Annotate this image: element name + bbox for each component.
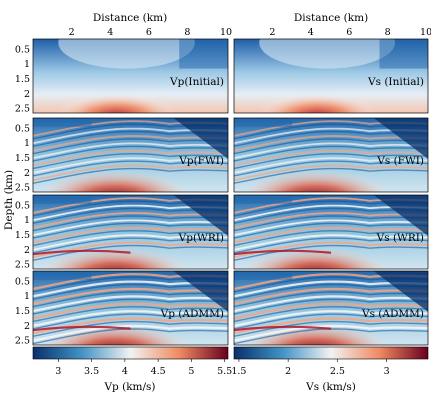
depth-tick-label: 2.5 xyxy=(15,336,30,347)
distance-tick-label: 2 xyxy=(69,27,75,38)
colorbar-tick-label: 3 xyxy=(384,366,390,377)
colorbar-vp: 3 3.5 4 4.5 5 5.5 Vp (km/s) xyxy=(32,346,232,393)
depth-tick-label: 2 xyxy=(24,168,30,179)
model-panel: Vs (ADMM) xyxy=(233,270,429,346)
colorbar-tick-label: 2 xyxy=(285,366,291,377)
depth-tick-label: 2 xyxy=(24,245,30,256)
model-panel: Vp (ADMM) xyxy=(32,270,229,346)
model-panel: Vp(Initial) xyxy=(32,38,229,114)
depth-tick-label: 1.5 xyxy=(15,230,30,241)
colorbar-tick-label: 1.5 xyxy=(231,366,246,377)
panel-label: Vs (ADMM) xyxy=(361,308,424,320)
panel-label: Vs (Initial) xyxy=(367,76,424,88)
depth-axis-label: Depth (km) xyxy=(3,170,15,230)
panel-label: Vp (ADMM) xyxy=(160,308,224,320)
panel-label: Vs (WRI) xyxy=(376,232,424,244)
distance-tick-label: 8 xyxy=(184,27,190,38)
colorbar-tick-label: 4 xyxy=(122,366,128,377)
depth-tick-label: 2.5 xyxy=(15,104,30,115)
depth-tick-label: 0.5 xyxy=(15,200,30,211)
colorbar-vp-label: Vp (km/s) xyxy=(103,381,155,393)
depth-tick-label: 2.5 xyxy=(15,260,30,271)
colorbar-tick-label: 3 xyxy=(55,366,61,377)
depth-tick-label: 1 xyxy=(24,138,30,149)
depth-tick-label: 2.5 xyxy=(15,183,30,194)
depth-tick-label: 1 xyxy=(24,59,30,70)
panel-label: Vp(Initial) xyxy=(169,76,224,88)
colorbar-tick-label: 3.5 xyxy=(84,366,99,377)
distance-tick-label: 8 xyxy=(385,27,391,38)
distance-axis-label-left: Distance (km) xyxy=(93,12,167,24)
colorbar-tick-label: 5.5 xyxy=(217,366,232,377)
model-panel: Vs (FWI) xyxy=(233,117,429,193)
depth-tick-label: 1.5 xyxy=(15,74,30,85)
depth-tick-label: 2 xyxy=(24,89,30,100)
colorbar-vs-label: Vs (km/s) xyxy=(305,381,356,393)
distance-tick-label: 10 xyxy=(220,27,232,38)
distance-tick-label: 4 xyxy=(107,27,113,38)
depth-tick-label: 0.5 xyxy=(15,276,30,287)
distance-ticks-left: 2 4 6 8 10 xyxy=(69,27,233,38)
depth-tick-label: 0.5 xyxy=(15,44,30,55)
depth-tick-label: 1.5 xyxy=(15,306,30,317)
depth-tick-label: 1 xyxy=(24,215,30,226)
distance-ticks-right: 2 4 6 8 10 xyxy=(269,27,431,38)
depth-tick-label: 1.5 xyxy=(15,153,30,164)
depth-ticks: 0.5 1 1.5 2 2.5 0.5 1 1.5 2 2.5 0.5 1 1.5 2 2.5 0.5 1 1.5… xyxy=(15,44,30,346)
distance-tick-label: 6 xyxy=(346,27,352,38)
depth-tick-label: 2 xyxy=(24,321,30,332)
model-panel: Vs (Initial) xyxy=(233,38,429,114)
distance-tick-label: 2 xyxy=(269,27,275,38)
colorbar-tick-label: 5 xyxy=(188,366,194,377)
model-panel: Vp(WRI) xyxy=(32,194,229,270)
panel-label: Vs (FWI) xyxy=(376,155,424,167)
model-panel: Vs (WRI) xyxy=(233,194,429,270)
colorbar-vs: 1.5 2 2.5 3 Vs (km/s) xyxy=(231,346,429,393)
colorbar-tick-label: 4.5 xyxy=(151,366,166,377)
colorbar-tick-label: 2.5 xyxy=(330,366,345,377)
depth-tick-label: 1 xyxy=(24,291,30,302)
distance-tick-label: 4 xyxy=(308,27,314,38)
panel-label: Vp(WRI) xyxy=(178,232,224,244)
depth-tick-label: 0.5 xyxy=(15,123,30,134)
distance-tick-label: 10 xyxy=(420,27,431,38)
model-panels: Vp(Initial) Vp(FWI) Vp(WRI) Vp (ADMM) Vs (In… xyxy=(32,38,429,346)
distance-tick-label: 6 xyxy=(146,27,152,38)
model-panel: Vp(FWI) xyxy=(32,117,229,193)
panel-label: Vp(FWI) xyxy=(178,155,224,167)
distance-axis-label-right: Distance (km) xyxy=(294,12,368,24)
